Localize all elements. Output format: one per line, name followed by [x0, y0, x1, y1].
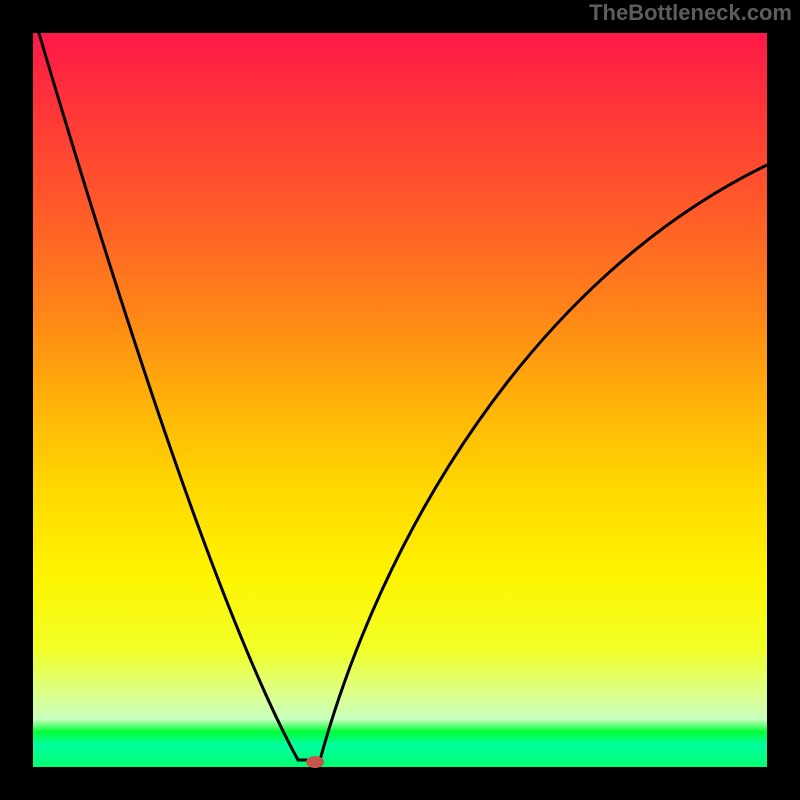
watermark-text: TheBottleneck.com [589, 0, 792, 26]
chart-container: TheBottleneck.com [0, 0, 800, 800]
optimal-point-marker [305, 755, 325, 769]
bottleneck-curve [0, 0, 800, 800]
